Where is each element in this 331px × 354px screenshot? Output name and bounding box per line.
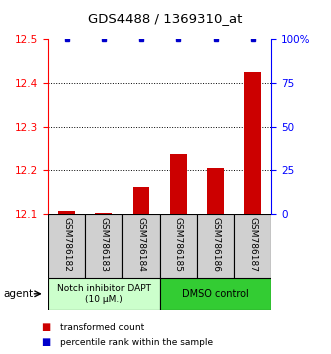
Bar [170,154,187,214]
Bar [48,214,85,278]
Bar [160,214,197,278]
Text: ■: ■ [41,322,51,332]
Text: GSM786186: GSM786186 [211,217,220,272]
Bar [58,211,75,214]
Text: GDS4488 / 1369310_at: GDS4488 / 1369310_at [88,12,243,25]
Text: ■: ■ [41,337,51,347]
Text: GSM786183: GSM786183 [99,217,108,272]
Text: GSM786182: GSM786182 [62,217,71,272]
Bar [95,213,112,214]
Text: Notch inhibitor DAPT
(10 μM.): Notch inhibitor DAPT (10 μM.) [57,284,151,303]
Text: GSM786184: GSM786184 [137,217,146,272]
Bar [197,214,234,278]
Bar [160,278,271,310]
Bar [133,187,150,214]
Bar [48,278,160,310]
Bar [234,214,271,278]
Text: DMSO control: DMSO control [182,289,249,299]
Bar [244,72,261,214]
Bar [207,168,224,214]
Text: GSM786187: GSM786187 [248,217,257,272]
Text: percentile rank within the sample: percentile rank within the sample [60,338,213,347]
Text: transformed count: transformed count [60,323,144,332]
Text: GSM786185: GSM786185 [174,217,183,272]
Text: agent: agent [3,289,33,299]
Bar [122,214,160,278]
Bar [85,214,122,278]
